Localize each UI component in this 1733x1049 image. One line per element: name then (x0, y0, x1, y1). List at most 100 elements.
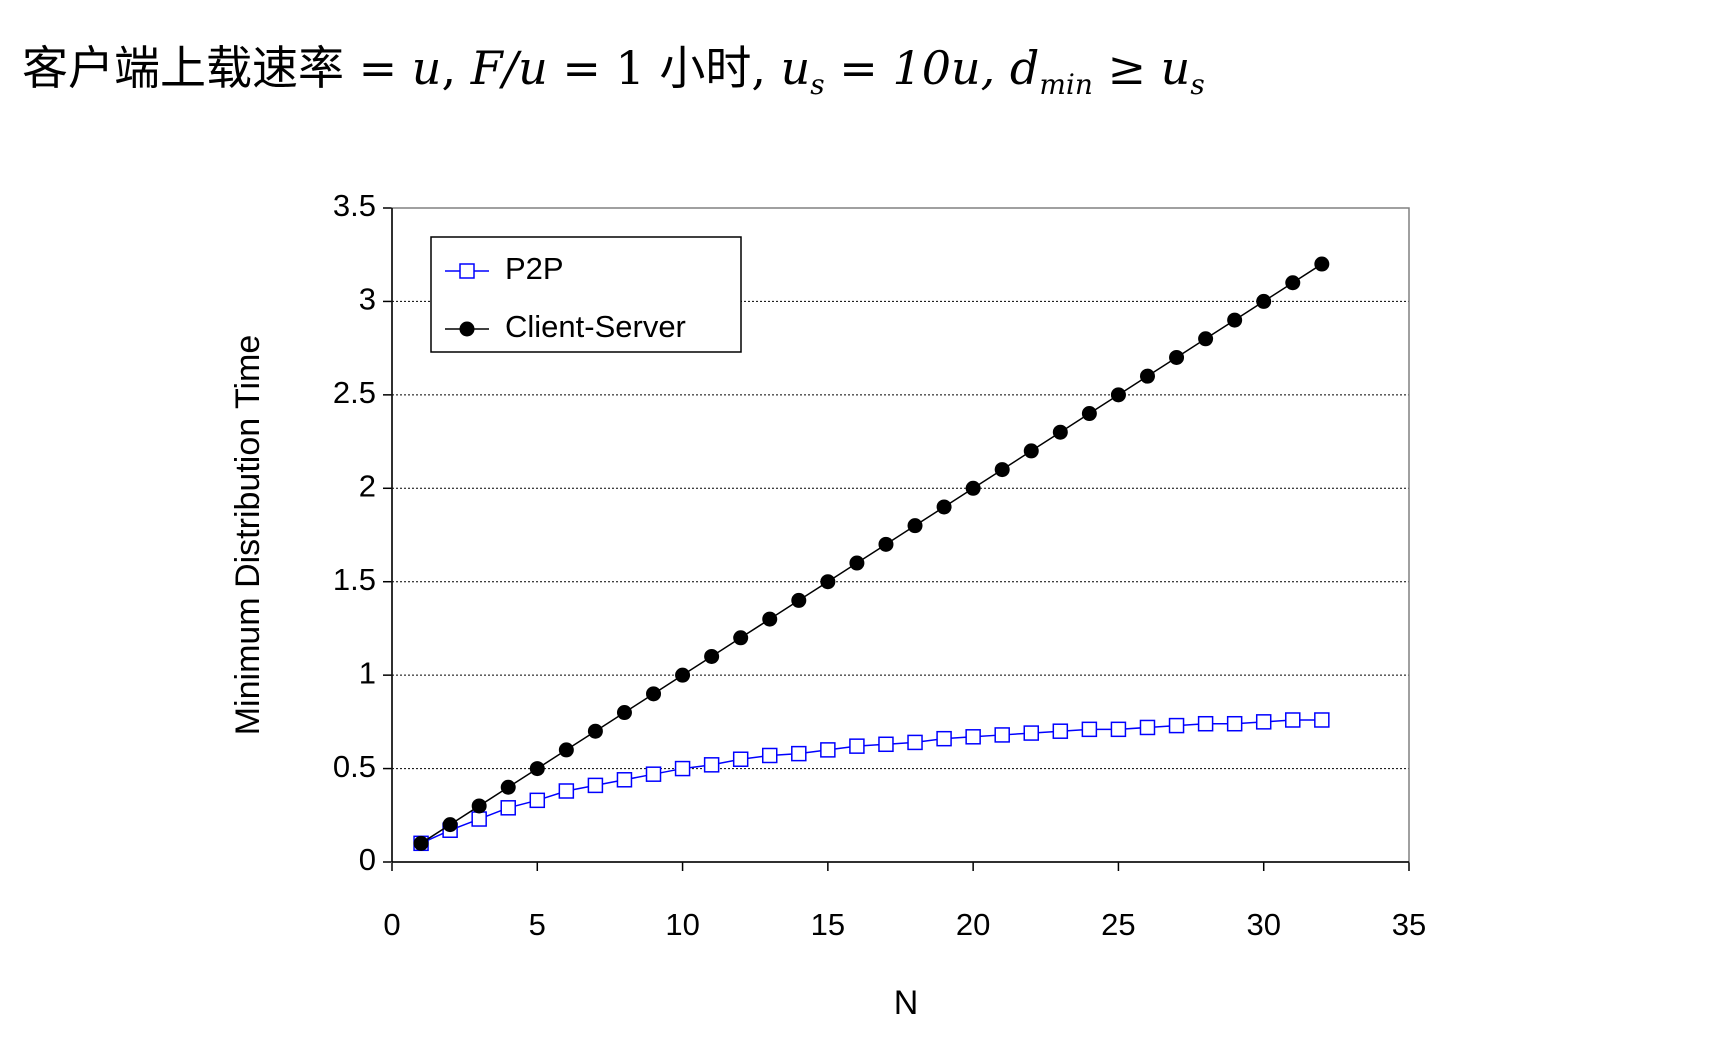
marker (558, 783, 575, 799)
marker (1052, 723, 1069, 739)
legend-label: Client-Server (505, 309, 686, 344)
marker (878, 536, 894, 552)
marker (645, 766, 662, 782)
x-tick-label: 0 (383, 907, 400, 942)
marker (849, 738, 865, 754)
marker (459, 321, 475, 337)
marker (994, 462, 1010, 478)
marker (500, 779, 516, 795)
y-tick-label: 0 (359, 842, 376, 877)
title-part: d (1010, 41, 1039, 95)
marker (1081, 721, 1098, 738)
marker (1285, 275, 1301, 291)
title-part: s (1190, 68, 1204, 101)
y-tick-label: 3 (359, 282, 376, 317)
series-line (420, 719, 1322, 844)
title-part: 客户端上载速率 = (22, 41, 412, 95)
x-tick-label: 15 (811, 907, 845, 942)
marker (471, 811, 487, 827)
marker (1226, 715, 1243, 732)
marker (1227, 312, 1243, 328)
marker (471, 798, 487, 814)
y-tick-label: 1.5 (333, 562, 376, 597)
title-part: min (1039, 68, 1093, 101)
marker (1197, 715, 1214, 732)
marker (762, 611, 778, 627)
title-part: = 10u, (825, 41, 1010, 95)
marker (936, 499, 952, 515)
title: 客户端上载速率 = u, F/u = 1 小时, us = 10u, dmin … (22, 41, 1205, 101)
x-tick-label: 5 (529, 907, 546, 942)
title-part: , (441, 41, 470, 95)
title-part: s (810, 68, 824, 101)
marker (1314, 712, 1330, 728)
marker (616, 772, 633, 788)
marker (791, 745, 807, 762)
marker (1081, 406, 1097, 422)
marker (878, 736, 894, 753)
marker (1110, 721, 1127, 738)
marker (733, 630, 749, 646)
marker (994, 727, 1010, 743)
marker (616, 705, 632, 721)
marker (500, 800, 516, 816)
marker (529, 792, 546, 809)
legend-box (430, 236, 742, 353)
x-axis-label: N (894, 984, 919, 1022)
marker (732, 751, 749, 767)
marker (529, 761, 545, 777)
y-axis-label: Minimum Distribution Time (229, 335, 267, 736)
marker (936, 730, 952, 747)
y-tick-label: 0.5 (333, 749, 376, 784)
x-tick-label: 25 (1101, 907, 1135, 942)
title-part: = 1 小时, (548, 41, 781, 95)
marker (1139, 368, 1155, 384)
title-part: F/u (470, 41, 548, 95)
marker (1169, 349, 1185, 365)
marker (1255, 714, 1272, 730)
marker (704, 648, 720, 664)
y-tick-label: 2.5 (333, 375, 376, 410)
marker (1314, 256, 1330, 272)
legend-label: P2P (505, 251, 564, 286)
marker (459, 263, 475, 279)
marker (761, 747, 778, 764)
x-tick-label: 30 (1246, 907, 1280, 942)
marker (646, 686, 662, 702)
x-tick-label: 10 (665, 907, 699, 942)
marker (442, 817, 458, 833)
marker (587, 777, 604, 794)
marker (675, 667, 691, 683)
title-part: ≥ (1093, 41, 1161, 95)
marker (1139, 719, 1156, 736)
marker (1198, 331, 1214, 347)
marker (791, 592, 807, 608)
y-tick-label: 3.5 (333, 188, 376, 223)
marker (907, 518, 923, 534)
title-part: u (412, 41, 442, 95)
marker (558, 742, 574, 758)
marker (820, 742, 836, 758)
marker (820, 574, 836, 590)
marker (1285, 712, 1301, 728)
marker (1052, 424, 1068, 440)
marker (1110, 387, 1126, 403)
marker (849, 555, 865, 571)
marker (1023, 725, 1040, 741)
marker (907, 734, 923, 751)
y-tick-label: 1 (359, 655, 376, 690)
marker (965, 480, 981, 496)
x-tick-label: 35 (1392, 907, 1426, 942)
y-tick-label: 2 (359, 468, 376, 503)
marker (413, 835, 429, 851)
marker (965, 729, 981, 745)
marker (674, 760, 691, 777)
title-part: u (1161, 41, 1191, 95)
title-part: u (781, 41, 811, 95)
marker (587, 723, 603, 739)
marker (1256, 293, 1272, 309)
marker (1168, 717, 1185, 734)
x-tick-label: 20 (956, 907, 990, 942)
marker (703, 757, 720, 773)
